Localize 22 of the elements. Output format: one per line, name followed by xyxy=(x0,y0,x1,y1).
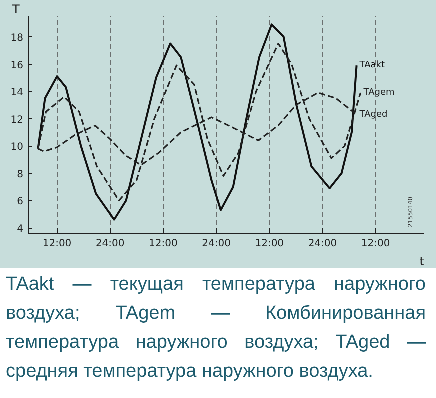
y-tick-label: 8 xyxy=(17,169,24,180)
x-tick-label: 24:00 xyxy=(308,238,338,250)
series-label: TAged xyxy=(358,110,388,120)
x-tick-label: 12:00 xyxy=(42,238,72,250)
y-tick-label: 4 xyxy=(17,224,24,236)
y-tick-label: 12 xyxy=(10,114,24,126)
series-label: TAgem xyxy=(362,88,395,98)
y-tick-label: 14 xyxy=(10,88,24,99)
line-series xyxy=(37,24,358,221)
x-axis-title: t xyxy=(420,254,425,268)
x-tick-label: 12:00 xyxy=(149,238,178,250)
y-tick-label: 6 xyxy=(17,196,24,208)
y-tick-label: 10 xyxy=(10,142,24,154)
x-tick-label: 12:00 xyxy=(361,238,390,250)
series-label: TAakt xyxy=(358,60,386,71)
x-tick-label: 24:00 xyxy=(202,238,231,250)
x-tick-label: 24:00 xyxy=(96,238,125,250)
y-tick-label: 18 xyxy=(10,32,24,44)
y-axis-title: T xyxy=(12,2,20,16)
y-tick-label: 16 xyxy=(10,60,24,72)
x-tick-label: 12:00 xyxy=(255,238,284,250)
text: TAakt — текущая температура наружного воздуха; TAgem — Комбинированная температура наружного воздуха; TAged — средняя температура наружного воздуха. xyxy=(6,273,426,384)
